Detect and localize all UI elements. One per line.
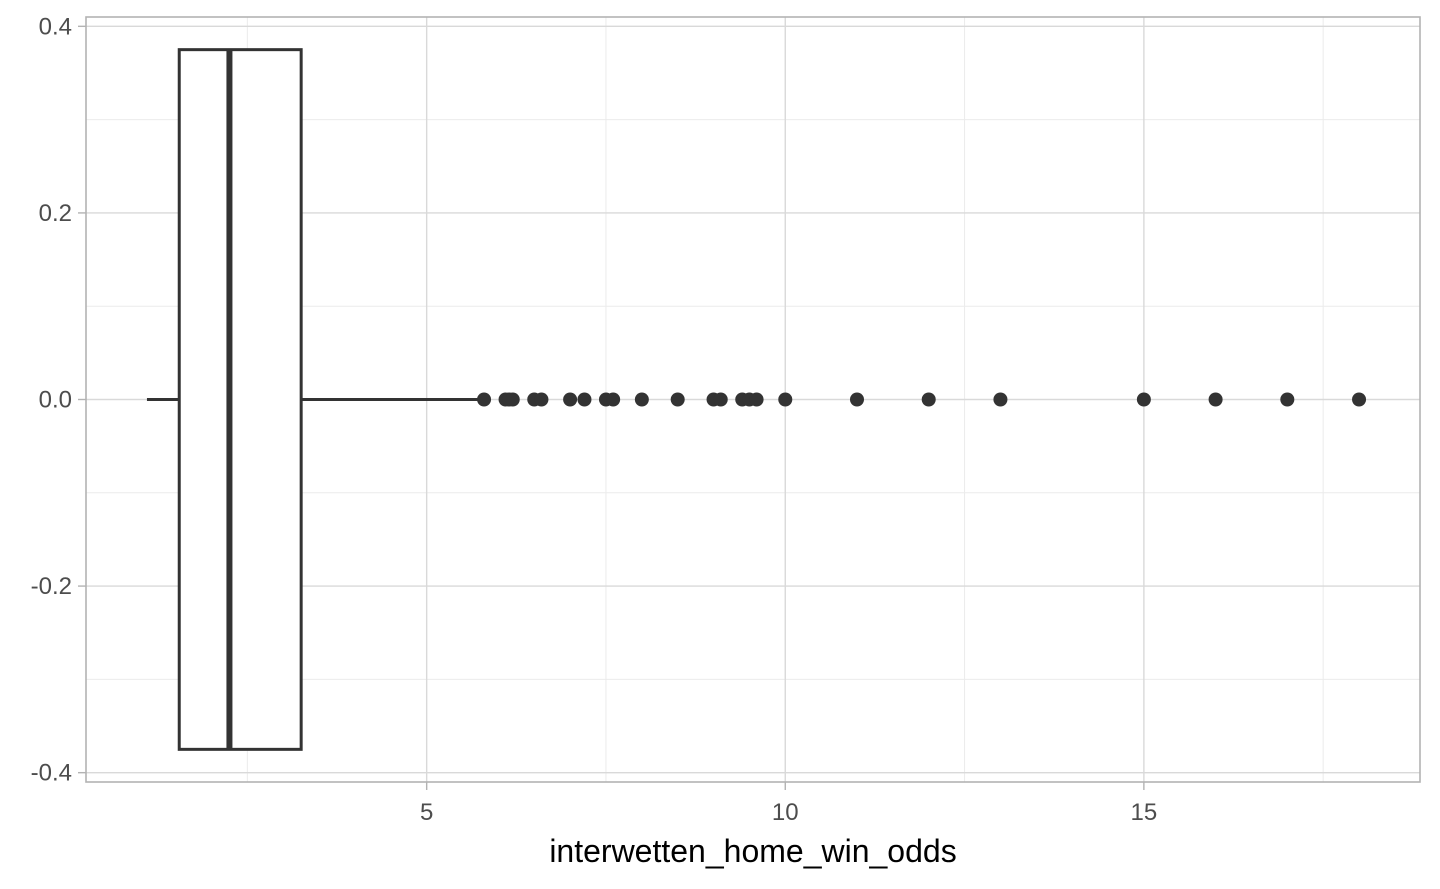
outlier-point bbox=[670, 392, 685, 407]
outlier-point bbox=[477, 392, 492, 407]
box-iqr bbox=[177, 48, 303, 751]
outlier-point bbox=[1280, 392, 1295, 407]
outlier-point bbox=[577, 392, 592, 407]
axis-ticks bbox=[78, 25, 1145, 790]
y-tick-label: 0.2 bbox=[39, 200, 72, 227]
outlier-point bbox=[749, 392, 764, 407]
y-tick-label: -0.2 bbox=[31, 573, 72, 600]
outlier-point bbox=[713, 392, 728, 407]
box-and-outliers bbox=[146, 48, 1367, 751]
x-tick-label: 5 bbox=[420, 799, 433, 826]
y-tick-label: 0.0 bbox=[39, 387, 72, 414]
outlier-point bbox=[1352, 392, 1367, 407]
outlier-point bbox=[921, 392, 936, 407]
outlier-point bbox=[778, 392, 793, 407]
x-tick-label: 15 bbox=[1131, 799, 1158, 826]
y-tick-label: 0.4 bbox=[39, 13, 72, 40]
outlier-point bbox=[849, 392, 864, 407]
outlier-point bbox=[606, 392, 621, 407]
axis-tick-labels: 5 10 15 -0.4 -0.2 0.0 0.2 0.4 bbox=[31, 13, 1158, 826]
outlier-point bbox=[1136, 392, 1151, 407]
x-tick-label: 10 bbox=[772, 799, 799, 826]
outlier-point bbox=[1208, 392, 1223, 407]
x-axis-title: interwetten_home_win_odds bbox=[549, 833, 956, 869]
outlier-point bbox=[993, 392, 1008, 407]
outlier-point bbox=[563, 392, 578, 407]
outlier-point bbox=[634, 392, 649, 407]
outlier-point bbox=[505, 392, 520, 407]
y-tick-label: -0.4 bbox=[31, 760, 72, 787]
outlier-point bbox=[534, 392, 549, 407]
